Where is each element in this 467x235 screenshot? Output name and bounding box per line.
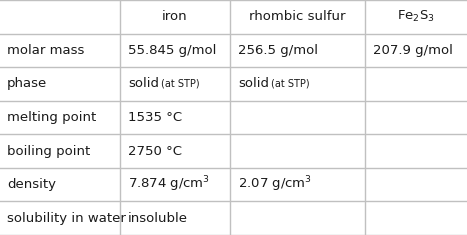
Text: 2.07 g/cm$^3$: 2.07 g/cm$^3$ — [238, 175, 312, 194]
Text: solid: solid — [128, 77, 159, 90]
Text: density: density — [7, 178, 56, 191]
Text: 207.9 g/mol: 207.9 g/mol — [373, 44, 453, 57]
Text: 7.874 g/cm$^3$: 7.874 g/cm$^3$ — [128, 175, 210, 194]
Text: rhombic sulfur: rhombic sulfur — [249, 10, 346, 23]
Text: (at STP): (at STP) — [271, 79, 310, 89]
Text: molar mass: molar mass — [7, 44, 85, 57]
Text: insoluble: insoluble — [128, 212, 188, 225]
Text: 2750 °C: 2750 °C — [128, 145, 182, 158]
Text: Fe$_2$S$_3$: Fe$_2$S$_3$ — [397, 9, 435, 24]
Text: (at STP): (at STP) — [161, 79, 199, 89]
Text: boiling point: boiling point — [7, 145, 90, 158]
Text: 1535 °C: 1535 °C — [128, 111, 182, 124]
Text: 256.5 g/mol: 256.5 g/mol — [238, 44, 318, 57]
Text: 55.845 g/mol: 55.845 g/mol — [128, 44, 216, 57]
Text: iron: iron — [162, 10, 188, 23]
Text: solubility in water: solubility in water — [7, 212, 126, 225]
Text: melting point: melting point — [7, 111, 96, 124]
Text: phase: phase — [7, 77, 47, 90]
Text: solid: solid — [238, 77, 269, 90]
